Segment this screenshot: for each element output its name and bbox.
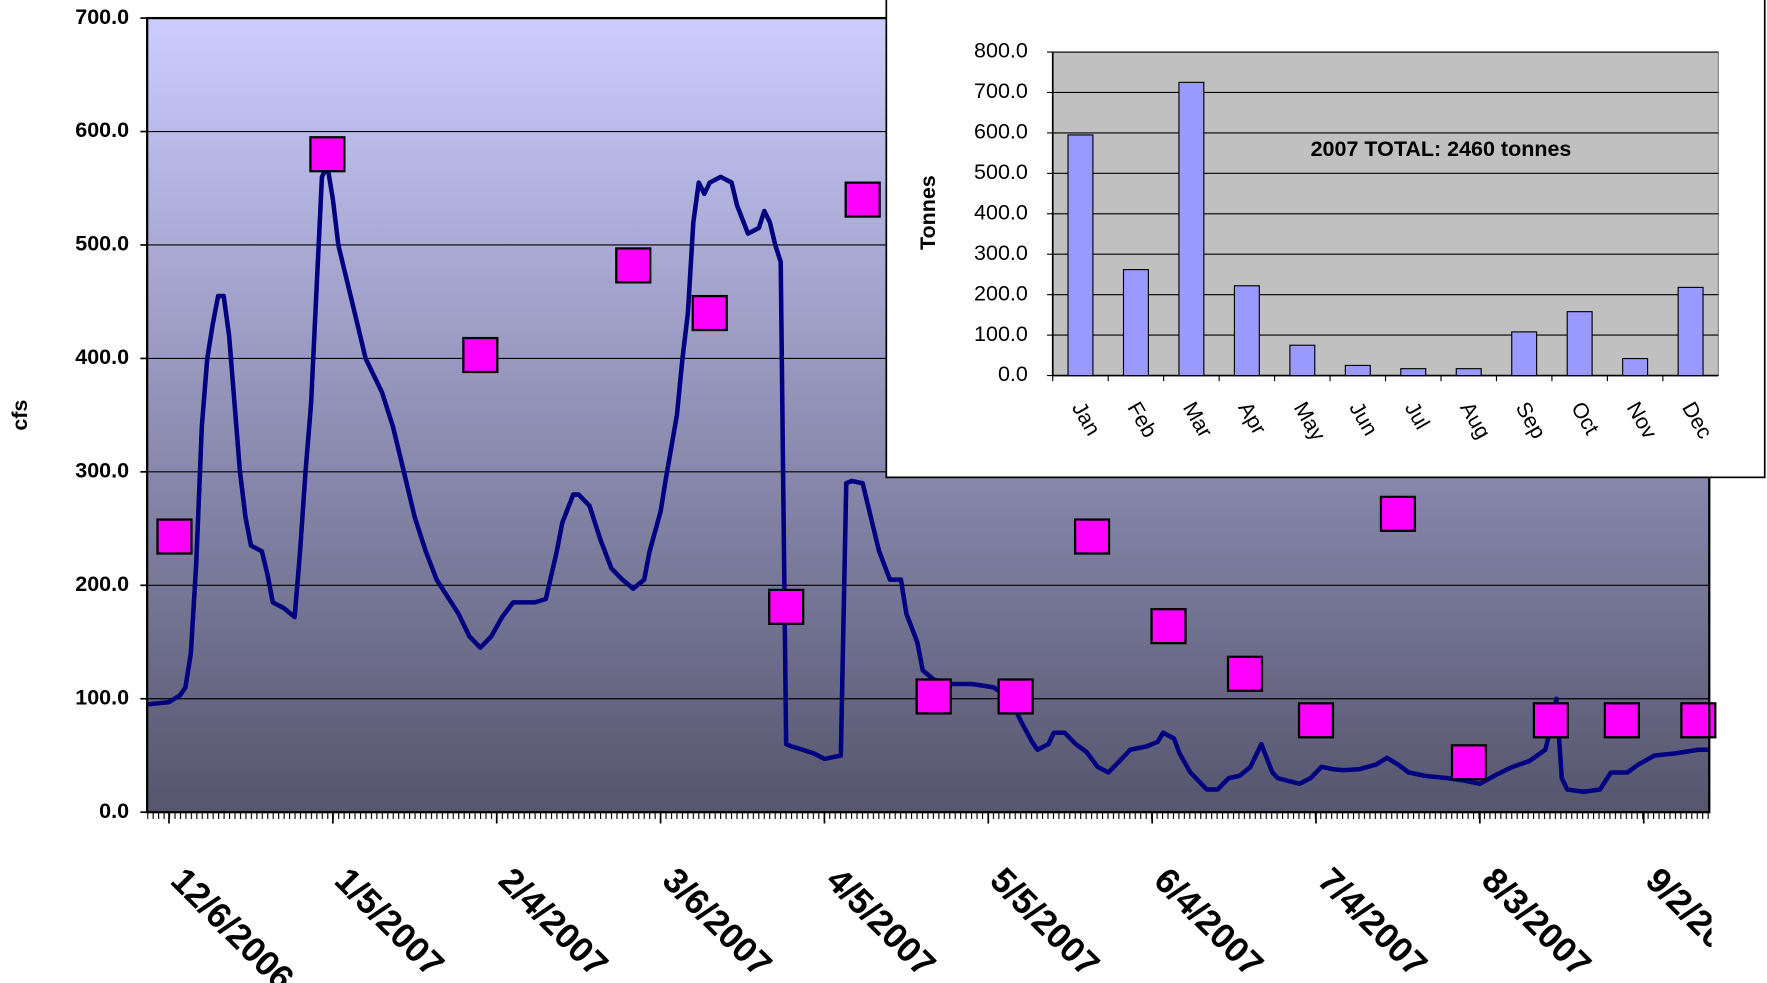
y-tick-label: 700.0 xyxy=(974,79,1028,103)
marker xyxy=(1532,702,1569,739)
x-tick-label: 2/4/2007 xyxy=(491,860,615,983)
marker xyxy=(1073,518,1111,555)
y-axis-label: cfs xyxy=(8,400,32,431)
y-tick-label: 400.0 xyxy=(75,345,129,369)
y-tick-label: 100.0 xyxy=(75,685,129,709)
marker xyxy=(1297,702,1335,739)
bar xyxy=(1400,368,1427,377)
marker xyxy=(691,294,728,332)
y-tick-label: 800.0 xyxy=(974,39,1028,63)
x-tick-label: 4/5/2007 xyxy=(819,860,943,983)
y-tick-label: 600.0 xyxy=(974,120,1028,144)
bar xyxy=(1067,134,1094,377)
y-tick-label: 700.0 xyxy=(75,5,129,29)
marker xyxy=(768,588,805,625)
x-tick-label: 3/6/2007 xyxy=(655,860,779,983)
marker xyxy=(844,181,881,218)
marker xyxy=(462,336,499,374)
y-tick-label: 400.0 xyxy=(974,200,1028,224)
bar xyxy=(1289,344,1316,377)
bar xyxy=(1511,331,1538,377)
bar xyxy=(1677,286,1704,377)
bar xyxy=(1455,368,1482,377)
bar xyxy=(1178,81,1205,377)
minor-ticks xyxy=(147,812,1710,819)
marker xyxy=(1379,495,1417,532)
marker xyxy=(997,678,1034,715)
marker xyxy=(1603,702,1640,739)
bar xyxy=(1233,285,1260,377)
x-tick-label: 8/3/2007 xyxy=(1474,860,1598,983)
marker xyxy=(1450,744,1488,781)
y-tick-label: 200.0 xyxy=(75,572,129,596)
x-tick-label: 5/5/2007 xyxy=(983,860,1107,983)
y-tick-label: 0.0 xyxy=(99,799,129,823)
y-tick-label: 300.0 xyxy=(974,241,1028,265)
bar xyxy=(1344,364,1371,377)
bar xyxy=(1566,311,1593,377)
x-tick-label: 1/5/2007 xyxy=(327,860,451,983)
marker xyxy=(156,518,193,555)
marker xyxy=(309,136,346,173)
y-tick-label: 100.0 xyxy=(974,322,1028,346)
y-tick-label: 300.0 xyxy=(75,459,129,483)
x-labels: 12/6/2006 1/5/2007 2/4/2007 3/6/2007 4/5/200… xyxy=(163,860,1762,983)
y-tick-label: 500.0 xyxy=(75,232,129,256)
y-tick-label: 600.0 xyxy=(75,118,129,142)
inset-y-label: Tonnes xyxy=(916,175,940,250)
marker xyxy=(615,247,652,284)
x-tick-label: 12/6/2006 xyxy=(163,860,301,983)
marker xyxy=(915,678,952,715)
x-tick-label: 7/4/2007 xyxy=(1310,860,1434,983)
annotation: 2007 TOTAL: 2460 tonnes xyxy=(1311,137,1572,161)
y-tick-label: 200.0 xyxy=(974,281,1028,305)
y-tick-label: 0.0 xyxy=(998,362,1028,386)
bar xyxy=(1122,269,1149,377)
x-tick-label: 6/4/2007 xyxy=(1146,860,1270,983)
x-tick-label: 9/2/2007 xyxy=(1638,860,1762,983)
marker xyxy=(1226,655,1264,692)
y-tick-label: 500.0 xyxy=(974,160,1028,184)
bar xyxy=(1622,358,1649,377)
marker xyxy=(1150,608,1187,645)
